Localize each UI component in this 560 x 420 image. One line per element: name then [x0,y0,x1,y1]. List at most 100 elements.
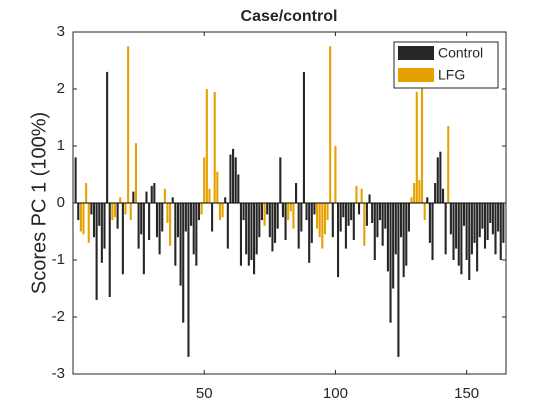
y-tick-label: 0 [57,194,65,211]
bar [365,203,368,226]
bar [344,203,347,249]
bar [334,146,337,203]
bar [92,203,96,238]
bar [158,203,161,255]
bar [103,203,106,249]
bar [174,203,177,266]
bar [423,203,426,221]
bar [260,203,263,221]
bar [179,203,182,286]
bar [255,203,258,255]
bar [85,183,88,203]
bar [137,203,140,249]
bar [355,185,358,203]
bar [434,183,437,203]
bar [106,71,109,204]
bar [163,188,166,203]
bar [418,180,421,203]
bar [82,203,85,235]
bar [258,203,261,238]
legend-label: LFG [438,67,465,83]
bar [478,203,481,238]
bar [289,203,292,212]
bar [287,203,290,221]
bar [308,203,311,263]
bar [268,203,271,238]
bar [171,197,174,203]
bar [441,188,445,203]
bar [119,197,122,203]
bar [108,203,111,298]
bar [169,203,172,246]
bar [140,203,143,235]
bar [121,203,124,275]
bar [116,203,119,229]
x-tick-label: 100 [323,385,348,402]
bar [132,191,135,203]
bar [331,203,334,238]
bar [428,203,431,243]
bar [494,203,497,255]
bar [489,203,492,223]
bar [415,91,418,203]
bar [420,46,424,203]
bar [323,203,326,235]
bar [465,203,468,260]
bar [253,203,256,275]
bar [410,197,413,203]
bar [216,171,219,203]
bar [247,203,250,266]
bar [166,203,169,223]
bar [473,203,476,243]
bar [462,203,466,226]
bar [397,203,400,357]
chart-title: Case/control [241,8,338,25]
bar [197,203,201,221]
bar [300,203,303,232]
bar [95,203,98,300]
bar [468,203,471,280]
bar [184,203,187,232]
y-axis-label: Scores PC 1 (100%) [28,112,50,294]
y-tick-label: -3 [52,365,65,382]
bar [447,126,450,203]
bar [127,46,130,203]
bar [200,203,203,215]
bar [284,203,287,241]
bar [449,203,452,235]
x-tick-label: 150 [454,385,479,402]
bar [436,157,439,203]
bar [211,203,214,232]
y-tick-label: 2 [57,80,65,97]
bar [363,203,366,246]
bar [113,203,117,218]
bar [176,203,180,238]
bar [195,203,198,266]
bar [329,46,332,203]
x-tick-label: 50 [196,385,213,402]
bar [352,203,355,241]
bar [221,203,224,218]
bar [292,203,295,229]
bar [499,203,502,260]
bar [305,203,308,221]
bar [318,203,321,238]
bar [232,148,235,203]
bar [497,203,500,232]
bar [439,151,442,203]
bar [457,203,460,266]
bar [347,203,350,226]
bar [470,203,473,255]
bar [399,203,403,238]
bar [187,203,190,357]
bar [213,91,216,203]
bar [371,203,374,223]
bar [313,203,316,215]
bar [218,203,222,221]
bar [384,203,387,229]
bar [237,174,240,203]
bar [360,188,363,203]
bar [229,154,232,203]
